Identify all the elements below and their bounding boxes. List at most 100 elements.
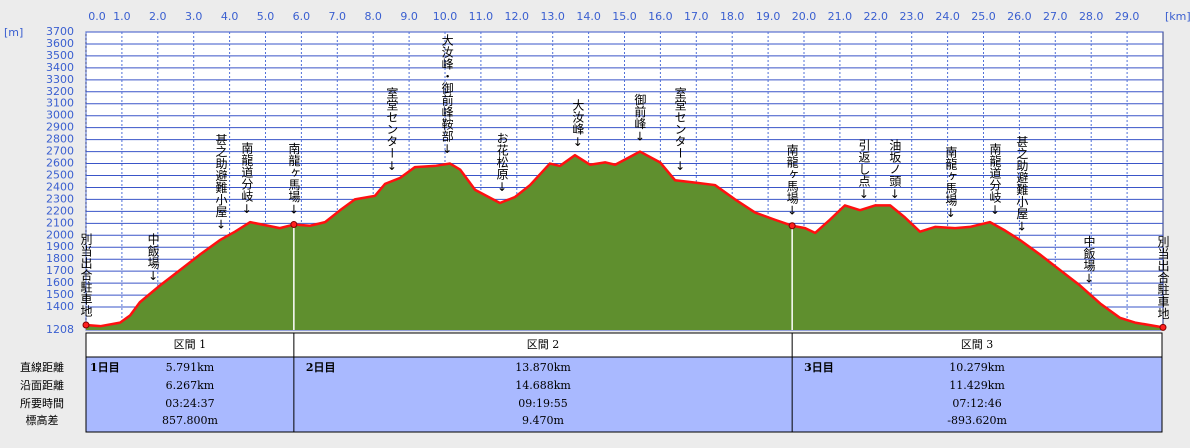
waypoint-label: 南龍ヶ馬場↓ <box>944 144 958 219</box>
waypoint-label: 御前峰↓ <box>633 92 647 143</box>
section-value: -893.620m <box>947 414 1007 427</box>
waypoint-label: 室堂センター↓ <box>385 86 399 173</box>
table-header <box>85 332 1163 358</box>
x-tick-label: 3.0 <box>185 10 203 23</box>
section-value: 6.267km <box>166 379 215 392</box>
y-tick-label: 3400 <box>46 61 74 74</box>
section-value: 5.791km <box>166 361 215 374</box>
y-tick-label: 2600 <box>46 157 74 170</box>
y-tick-label: 3600 <box>46 37 74 50</box>
x-tick-label: 24.0 <box>935 10 960 23</box>
x-tick-label: 18.0 <box>720 10 745 23</box>
x-tick-label: 26.0 <box>1007 10 1032 23</box>
section-name: 区間 3 <box>961 338 994 351</box>
y-tick-label: 2000 <box>46 228 74 241</box>
x-tick-label: 8.0 <box>364 10 382 23</box>
section-value: 09:19:55 <box>518 397 567 410</box>
day-label: 1日目 <box>90 361 120 374</box>
y-tick-label: 3700 <box>46 25 74 38</box>
x-tick-label: 27.0 <box>1043 10 1068 23</box>
section-value: 14.688km <box>515 379 571 392</box>
section-value: 11.429km <box>949 379 1005 392</box>
x-tick-label: 13.0 <box>540 10 565 23</box>
x-tick-label: 22.0 <box>864 10 889 23</box>
waypoint-label: お花松原↓ <box>495 132 509 194</box>
waypoint-label: 甚之助避難小屋↓ <box>1015 135 1029 233</box>
y-tick-label: 2300 <box>46 192 74 205</box>
y-tick-label: 1600 <box>46 276 74 289</box>
waypoint-label: 別当出合駐車地 <box>79 233 93 317</box>
y-tick-label: 1208 <box>46 323 74 336</box>
x-tick-label: 11.0 <box>469 10 494 23</box>
row-label: 沿面距離 <box>20 378 64 392</box>
day-label: 3日目 <box>804 361 834 374</box>
row-label: 直線距離 <box>20 360 64 374</box>
y-tick-label: 2100 <box>46 216 74 229</box>
waypoint-label: 室堂センター↓ <box>673 85 687 172</box>
waypoint-label: 南龍道分岐↓ <box>240 141 254 216</box>
x-tick-label: 16.0 <box>648 10 673 23</box>
waypoint-label: 南龍ヶ馬場↓ <box>785 142 799 217</box>
y-tick-label: 3200 <box>46 85 74 98</box>
row-label: 所要時間 <box>20 397 64 410</box>
y-tick-label: 3000 <box>46 109 74 122</box>
x-tick-label: 17.0 <box>684 10 709 23</box>
y-tick-label: 3500 <box>46 49 74 62</box>
x-unit: [km] <box>1165 10 1190 23</box>
x-tick-label: 2.0 <box>149 10 167 23</box>
waypoint-label: 中飯場↓ <box>146 232 160 283</box>
waypoint-label: 南龍ヶ馬場↓ <box>287 141 301 216</box>
y-tick-label: 2900 <box>46 121 74 134</box>
elevation-line <box>85 150 1164 329</box>
section-value: 13.870km <box>515 361 571 374</box>
y-tick-label: 1400 <box>46 300 74 313</box>
day-label: 2日目 <box>306 361 336 374</box>
y-tick-label: 1500 <box>46 288 74 301</box>
y-unit: [m] <box>4 26 23 39</box>
x-tick-label: 21.0 <box>828 10 853 23</box>
y-tick-label: 3100 <box>46 97 74 110</box>
x-tick-label: 23.0 <box>899 10 924 23</box>
y-tick-label: 3300 <box>46 73 74 86</box>
x-tick-label: 4.0 <box>221 10 239 23</box>
x-tick-label: 9.0 <box>400 10 418 23</box>
section-value: 857.800m <box>162 414 218 427</box>
x-tick-label: 7.0 <box>329 10 347 23</box>
x-tick-label: 10.0 <box>433 10 458 23</box>
section-value: 07:12:46 <box>952 397 1001 410</box>
x-tick-label: 5.0 <box>257 10 275 23</box>
y-tick-label: 2400 <box>46 180 74 193</box>
y-tick-label: 2800 <box>46 133 74 146</box>
x-tick-label: 28.0 <box>1079 10 1104 23</box>
y-tick-label: 2500 <box>46 168 74 181</box>
x-tick-label: 25.0 <box>971 10 996 23</box>
x-tick-label: 20.0 <box>792 10 817 23</box>
y-tick-label: 2200 <box>46 204 74 217</box>
waypoint-label: 大汝峰・御前峰鞍部↓ <box>440 34 454 156</box>
waypoint-label: 大汝峰↓ <box>571 99 585 149</box>
x-tick-label: 15.0 <box>612 10 637 23</box>
waypoint-label: 引返し点↓ <box>857 138 871 200</box>
waypoint-label: 中飯場↓ <box>1082 234 1096 285</box>
waypoint-marker <box>290 221 298 229</box>
y-tick-label: 1700 <box>46 264 74 277</box>
waypoint-marker <box>788 222 796 230</box>
x-tick-label: 29.0 <box>1115 10 1140 23</box>
waypoint-label: 南龍道分岐↓ <box>988 141 1002 216</box>
x-tick-label: 12.0 <box>505 10 530 23</box>
x-tick-label: 0.0 <box>88 10 106 23</box>
section-name: 区間 1 <box>174 338 207 351</box>
x-tick-label: 1.0 <box>113 10 131 23</box>
y-tick-label: 1900 <box>46 240 74 253</box>
section-value: 10.279km <box>949 361 1005 374</box>
waypoint-label: 別当出合駐車地 <box>1156 235 1170 319</box>
elevation-area <box>86 151 1163 330</box>
section-value: 9.470m <box>522 414 564 427</box>
section-value: 03:24:37 <box>165 397 214 410</box>
waypoint-label: 甚之助避難小屋↓ <box>214 133 228 231</box>
y-tick-label: 2700 <box>46 145 74 158</box>
section-name: 区間 2 <box>527 338 560 351</box>
x-tick-label: 14.0 <box>576 10 601 23</box>
row-label: 標高差 <box>26 413 59 427</box>
